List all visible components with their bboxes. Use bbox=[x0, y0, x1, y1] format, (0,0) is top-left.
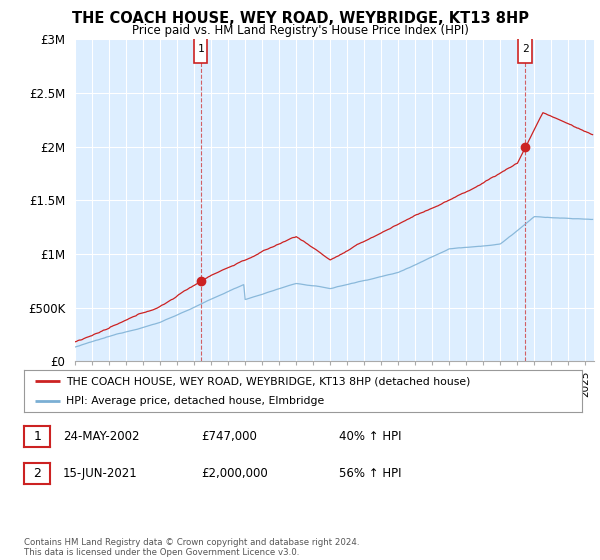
Text: £747,000: £747,000 bbox=[201, 430, 257, 444]
FancyBboxPatch shape bbox=[194, 35, 208, 63]
FancyBboxPatch shape bbox=[518, 35, 532, 63]
Text: 1: 1 bbox=[197, 44, 204, 54]
Text: Contains HM Land Registry data © Crown copyright and database right 2024.
This d: Contains HM Land Registry data © Crown c… bbox=[24, 538, 359, 557]
Text: THE COACH HOUSE, WEY ROAD, WEYBRIDGE, KT13 8HP: THE COACH HOUSE, WEY ROAD, WEYBRIDGE, KT… bbox=[71, 11, 529, 26]
Text: 56% ↑ HPI: 56% ↑ HPI bbox=[339, 466, 401, 480]
Text: 24-MAY-2002: 24-MAY-2002 bbox=[63, 430, 139, 444]
Text: £2,000,000: £2,000,000 bbox=[201, 466, 268, 480]
Text: THE COACH HOUSE, WEY ROAD, WEYBRIDGE, KT13 8HP (detached house): THE COACH HOUSE, WEY ROAD, WEYBRIDGE, KT… bbox=[66, 376, 470, 386]
Text: 40% ↑ HPI: 40% ↑ HPI bbox=[339, 430, 401, 444]
Text: 2: 2 bbox=[33, 466, 41, 480]
Text: HPI: Average price, detached house, Elmbridge: HPI: Average price, detached house, Elmb… bbox=[66, 396, 324, 406]
Text: 1: 1 bbox=[33, 430, 41, 444]
Text: 15-JUN-2021: 15-JUN-2021 bbox=[63, 466, 138, 480]
Text: 2: 2 bbox=[522, 44, 529, 54]
Text: Price paid vs. HM Land Registry's House Price Index (HPI): Price paid vs. HM Land Registry's House … bbox=[131, 24, 469, 36]
